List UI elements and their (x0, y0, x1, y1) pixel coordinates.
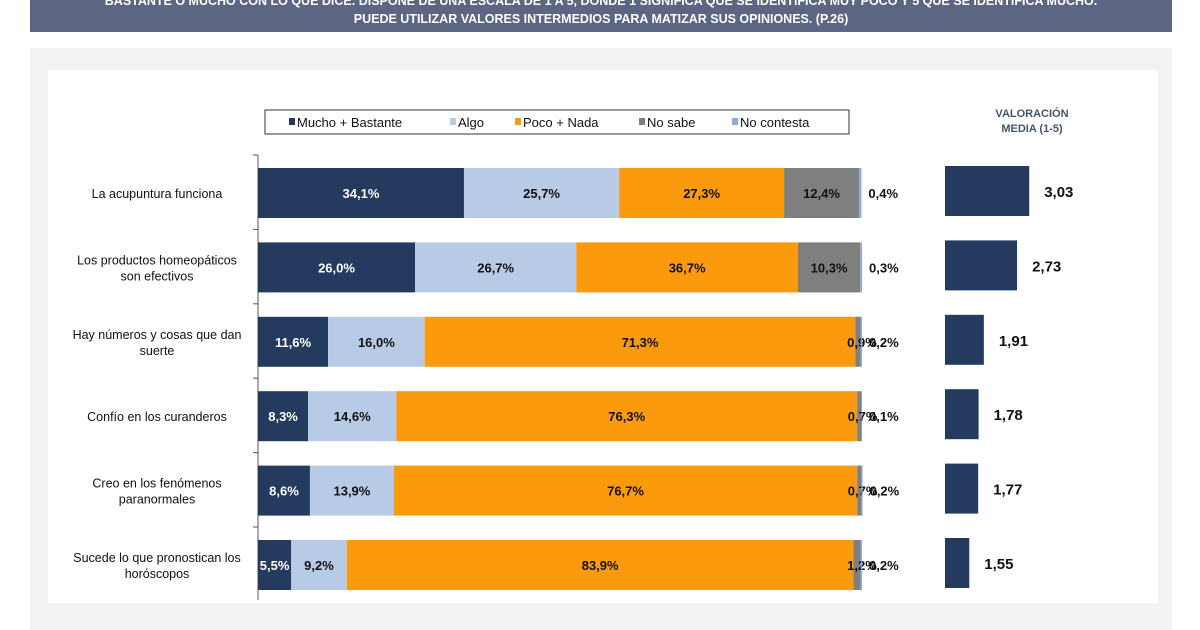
bar-segment (346, 540, 854, 590)
data-label: 26,0% (318, 260, 355, 275)
bar-segment (424, 316, 856, 367)
mean-title: VALORACIÓN (995, 107, 1068, 120)
legend-swatch (450, 118, 456, 125)
bar-segment (857, 465, 862, 516)
category-label: suerte (140, 344, 175, 358)
mean-label: 1,77 (993, 482, 1022, 499)
header-line-1: BASTANTE O MUCHO CON LO QUE DICE. DISPON… (104, 0, 1098, 8)
bar-segment (858, 168, 862, 218)
category-label: Los productos homeopáticos (77, 253, 237, 267)
bar-segment (396, 391, 858, 442)
category-label: Confío en los curanderos (87, 410, 227, 424)
mean-label: 1,78 (994, 407, 1023, 424)
data-label: 76,7% (607, 484, 644, 499)
bar-segment (258, 316, 329, 367)
data-label: 12,4% (803, 186, 840, 201)
bar-segment (784, 168, 859, 218)
data-label: 0,2% (869, 558, 899, 573)
mean-bar (945, 166, 1030, 216)
data-label: 25,7% (523, 186, 560, 201)
bar-segment (258, 242, 416, 293)
data-label: 27,3% (683, 186, 720, 201)
legend-label: No contesta (740, 115, 810, 130)
data-label: 26,7% (477, 260, 514, 275)
data-label: 10,3% (811, 260, 848, 275)
mean-label: 1,55 (984, 556, 1013, 573)
bar-segment (853, 540, 861, 590)
data-label: 71,3% (622, 335, 659, 350)
legend-label: No sabe (647, 115, 695, 130)
bar-segment (308, 391, 397, 442)
legend-swatch (732, 118, 738, 125)
data-label: 0,2% (869, 335, 899, 350)
question-header: BASTANTE O MUCHO CON LO QUE DICE. DISPON… (30, 0, 1172, 32)
data-label: 0,7% (848, 484, 878, 499)
category-label: horóscopos (125, 567, 190, 581)
bar-segment (328, 316, 425, 367)
bar-segment (258, 540, 292, 590)
data-label: 9,2% (304, 558, 334, 573)
data-label: 0,4% (868, 186, 898, 201)
mean-bar (945, 538, 970, 588)
bar-segment (415, 242, 577, 293)
header-line-2: PUEDE UTILIZAR VALORES INTERMEDIOS PARA … (353, 12, 849, 26)
mean-bar (945, 314, 984, 365)
bar-segment (860, 316, 862, 367)
data-label: 1,2% (847, 558, 877, 573)
legend-swatch (639, 118, 645, 125)
category-label: Creo en los fenómenos (92, 477, 221, 491)
data-label: 0,1% (869, 409, 899, 424)
bar-segment (258, 465, 310, 516)
category-label: Sucede lo que pronostican los (73, 551, 240, 565)
mean-label: 2,73 (1032, 258, 1061, 275)
bar-segment (857, 391, 862, 442)
bar-segment (309, 465, 394, 516)
mean-title: MEDIA (1-5) (1001, 123, 1063, 135)
data-label: 0,9% (847, 335, 877, 350)
bar-segment (393, 465, 858, 516)
data-label: 8,3% (268, 409, 298, 424)
bar-segment (258, 391, 309, 442)
data-label: 14,6% (334, 409, 371, 424)
bar-segment (619, 168, 785, 218)
mean-bar (945, 240, 1018, 291)
legend-label: Algo (458, 115, 484, 130)
legend-label: Poco + Nada (523, 115, 599, 130)
data-label: 16,0% (358, 335, 395, 350)
category-label: paranormales (119, 493, 195, 507)
data-label: 8,6% (269, 484, 299, 499)
bar-segment (797, 242, 861, 293)
data-label: 0,3% (869, 260, 899, 275)
category-label: La acupuntura funciona (92, 187, 223, 201)
data-label: 83,9% (582, 558, 619, 573)
mean-label: 1,91 (999, 333, 1028, 350)
legend-swatch (289, 118, 295, 125)
data-label: 76,3% (608, 409, 645, 424)
data-label: 36,7% (669, 260, 706, 275)
bar-segment (860, 242, 862, 293)
bar-segment (576, 242, 798, 293)
data-label: 0,7% (848, 409, 878, 424)
bar-segment (861, 391, 862, 442)
bar-segment (463, 168, 620, 218)
bar-segment (291, 540, 347, 590)
legend (264, 109, 850, 135)
mean-bar (945, 389, 979, 440)
bar-segment (860, 540, 862, 590)
data-label: 5,5% (260, 558, 290, 573)
bar-segment (861, 465, 863, 516)
mean-label: 3,03 (1044, 184, 1073, 201)
data-label: 0,2% (870, 484, 900, 499)
data-label: 13,9% (333, 484, 370, 499)
legend-swatch (515, 118, 521, 125)
mean-bar (945, 463, 979, 514)
category-label: son efectivos (121, 269, 194, 283)
bar-segment (258, 168, 464, 218)
bar-segment (855, 316, 861, 367)
category-label: Hay números y cosas que dan (73, 328, 242, 342)
legend-label: Mucho + Bastante (297, 115, 402, 130)
data-label: 11,6% (275, 335, 312, 350)
data-label: 34,1% (343, 186, 380, 201)
